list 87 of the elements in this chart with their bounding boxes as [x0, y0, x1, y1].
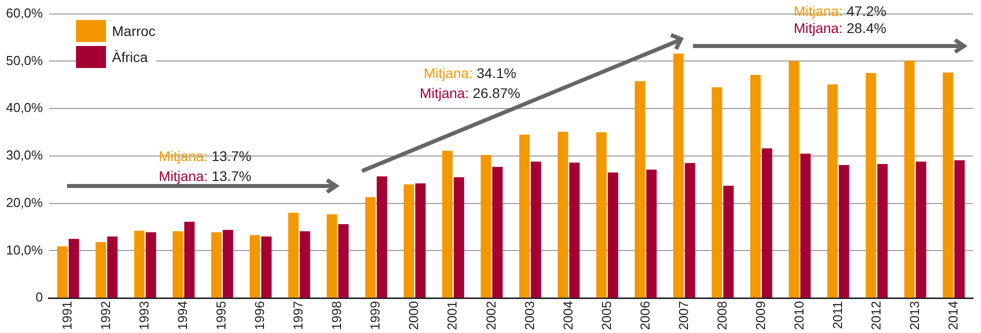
- bar: [530, 162, 542, 298]
- x-tick-label: 2000: [406, 301, 422, 330]
- y-tick-label: 20,0%: [6, 194, 44, 210]
- bar: [146, 232, 156, 298]
- legend-label: Àfrica: [112, 49, 148, 65]
- x-tick-label: 2004: [560, 301, 576, 330]
- x-tick-label: 2009: [752, 301, 768, 330]
- annotation: Mitjana: 34.1%: [424, 65, 516, 81]
- bar: [866, 73, 876, 298]
- x-tick-label: 2007: [676, 301, 691, 330]
- bar: [634, 81, 646, 298]
- annotation: Mitjana: 28.4%: [794, 20, 886, 36]
- bar: [172, 231, 184, 298]
- bar: [838, 164, 850, 298]
- x-tick-label: 1991: [60, 301, 75, 330]
- bar: [723, 186, 734, 298]
- bar: [184, 222, 195, 298]
- bar: [492, 166, 503, 298]
- x-tick-label: 2003: [522, 301, 537, 330]
- bar: [480, 154, 492, 298]
- x-tick-label: 2002: [483, 301, 498, 330]
- bar: [673, 54, 684, 298]
- bar: [712, 87, 722, 298]
- x-tick-label: 2005: [598, 301, 614, 330]
- bar: [288, 212, 299, 298]
- bar: [261, 236, 272, 298]
- bar: [877, 164, 888, 298]
- x-tick-label: 2006: [637, 301, 652, 330]
- y-tick-label: 60,0%: [6, 5, 44, 20]
- bar: [376, 176, 388, 298]
- annotation: Mitjana: 13.7%: [158, 168, 252, 184]
- x-tick-label: 2013: [906, 301, 922, 330]
- bar: [646, 170, 657, 298]
- x-tick-label: 2010: [791, 301, 806, 330]
- x-tick-label: 2012: [868, 301, 884, 330]
- x-tick-label: 1993: [136, 301, 152, 330]
- bar: [569, 162, 580, 298]
- bar: [222, 230, 234, 298]
- bar: [827, 84, 838, 298]
- x-tick-label: 2008: [714, 301, 730, 330]
- x-tick-label: 1994: [175, 301, 190, 330]
- bar: [788, 61, 800, 298]
- bar: [800, 154, 811, 298]
- bar: [608, 172, 618, 298]
- bar: [57, 246, 68, 298]
- bar: [750, 74, 761, 298]
- annotation: Mitjana: 13.7%: [158, 148, 252, 164]
- x-tick-label: 1996: [252, 301, 268, 330]
- bar: [558, 132, 568, 298]
- annotation: Mitjana: 47.2%: [794, 3, 886, 19]
- bar: [954, 160, 965, 298]
- legend-label: Marroc: [112, 23, 156, 39]
- bar: [454, 177, 464, 298]
- x-tick-label: 1992: [98, 301, 114, 330]
- bar: [250, 235, 260, 298]
- bar: [762, 148, 772, 298]
- x-tick-label: 2011: [830, 301, 845, 330]
- bar: [916, 162, 926, 298]
- bar: [904, 60, 915, 298]
- x-tick-label: 2014: [945, 301, 960, 330]
- bar: [107, 236, 118, 298]
- bar: [442, 150, 453, 298]
- bar: [68, 238, 80, 298]
- y-tick-label: 0: [36, 290, 43, 305]
- x-tick-label: 2001: [444, 301, 460, 330]
- bar: [684, 163, 696, 298]
- bar: [211, 232, 222, 298]
- bar: [338, 224, 349, 298]
- x-tick-label: 1999: [368, 301, 383, 330]
- x-tick-label: 1998: [329, 301, 344, 330]
- bar: [596, 132, 607, 298]
- bar: [942, 72, 954, 298]
- y-tick-label: 30,0%: [6, 148, 44, 163]
- x-tick-label: 1995: [214, 301, 229, 330]
- bar: [134, 230, 145, 298]
- y-tick-label: 40,0%: [6, 100, 44, 116]
- bar: [300, 231, 310, 298]
- bar: [415, 183, 426, 298]
- annotation: Mitjana: 26.87%: [420, 85, 520, 101]
- y-tick-label: 10,0%: [6, 242, 44, 258]
- bar: [519, 134, 530, 298]
- bar: [96, 242, 106, 298]
- bar: [404, 184, 414, 298]
- y-tick-label: 50,0%: [6, 52, 44, 68]
- bar: [326, 214, 338, 298]
- x-tick-label: 1997: [290, 301, 306, 330]
- bar: [365, 197, 376, 298]
